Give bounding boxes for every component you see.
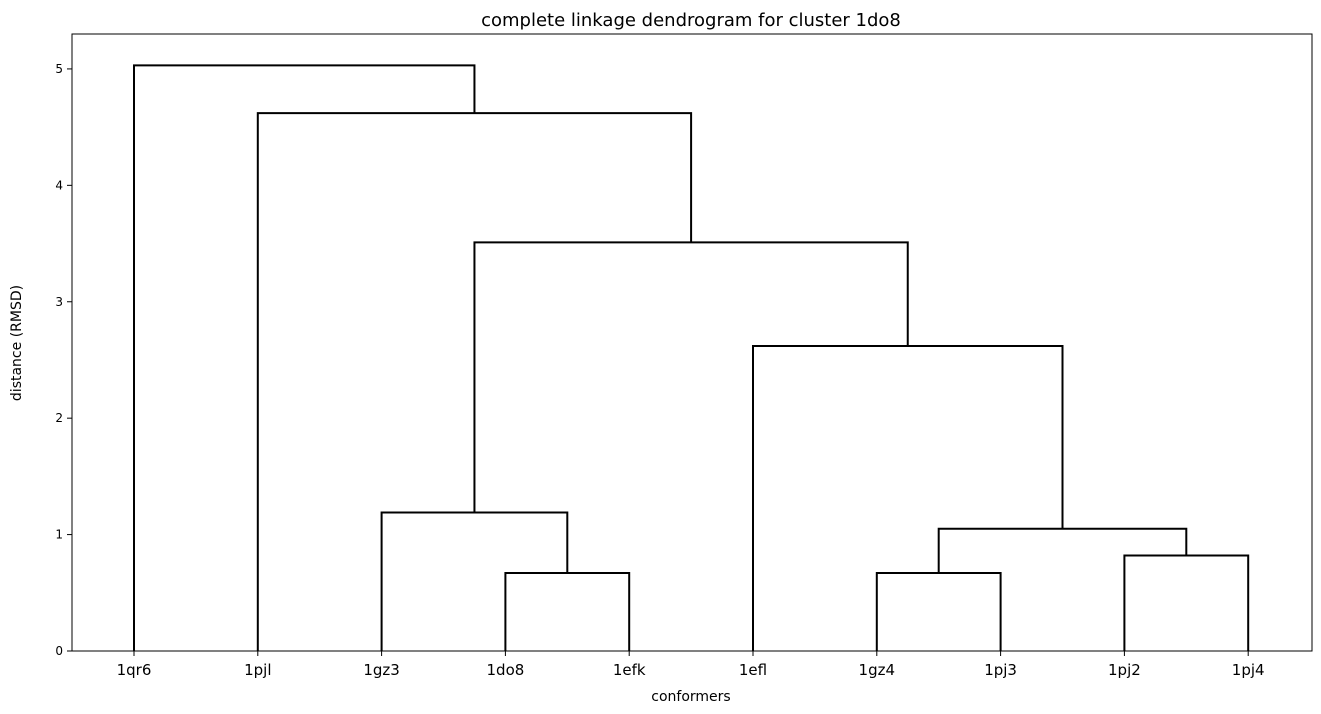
y-tick-label: 5 xyxy=(55,62,63,76)
x-axis-ticks: 1qr6 1pjl 1gz3 1do8 1efk 1efl 1gz4 1pj3 1pj2 1pj4 xyxy=(117,651,1265,679)
dendrogram-link xyxy=(937,527,1188,574)
dendrogram-links xyxy=(133,64,1250,651)
leaf-label-1efk: 1efk xyxy=(613,661,646,679)
leaf-label-1gz3: 1gz3 xyxy=(363,661,399,679)
dendrogram-link xyxy=(875,572,1002,651)
dendrogram-link xyxy=(380,511,569,651)
leaf-label-1pj3: 1pj3 xyxy=(984,661,1017,679)
dendrogram-link xyxy=(752,344,1064,651)
dendrogram-link xyxy=(504,572,631,651)
plot-frame xyxy=(71,33,1313,652)
y-tick-label: 4 xyxy=(55,178,63,192)
y-axis-ticks: 0 1 2 3 4 5 xyxy=(55,62,72,658)
y-tick-label: 1 xyxy=(55,528,63,542)
leaf-label-1pj2: 1pj2 xyxy=(1108,661,1141,679)
leaf-label-1do8: 1do8 xyxy=(487,661,525,679)
y-tick-label: 3 xyxy=(55,295,63,309)
y-tick-label: 2 xyxy=(55,411,63,425)
leaf-label-1pj4: 1pj4 xyxy=(1232,661,1265,679)
leaf-label-1qr6: 1qr6 xyxy=(117,661,152,679)
leaf-label-1efl: 1efl xyxy=(739,661,767,679)
leaf-label-1gz4: 1gz4 xyxy=(859,661,895,679)
x-axis-label: conformers xyxy=(651,689,730,705)
dendrogram-link xyxy=(473,241,909,513)
y-tick-label: 0 xyxy=(55,644,63,658)
dendrogram-link xyxy=(1123,554,1250,651)
y-axis-label: distance (RMSD) xyxy=(9,285,25,401)
leaf-label-1pjl: 1pjl xyxy=(244,661,271,679)
dendrogram-link xyxy=(133,64,476,651)
chart-title: complete linkage dendrogram for cluster … xyxy=(481,10,901,31)
